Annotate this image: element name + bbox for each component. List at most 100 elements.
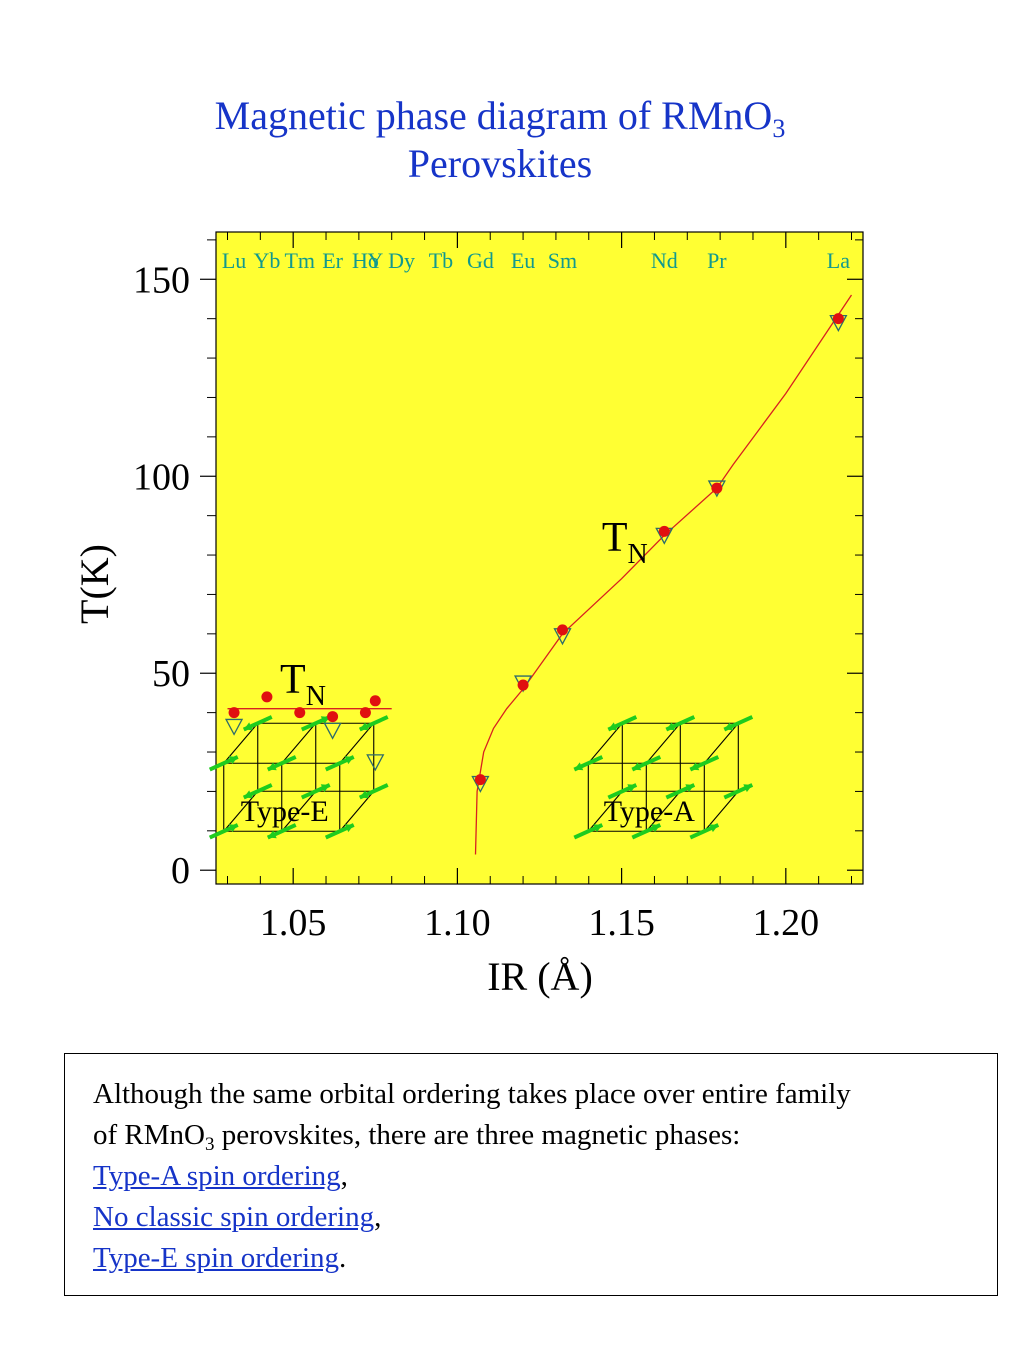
tn-annotation: TN: [280, 657, 326, 712]
note-box: Although the same orbital ordering takes…: [64, 1053, 998, 1296]
circle-marker: [556, 624, 568, 636]
element-label-er: Er: [322, 248, 343, 273]
y-tick-label: 100: [133, 456, 190, 498]
title-main-text: Magnetic phase diagram of RMnO: [214, 93, 773, 138]
spin-arrow-head: [267, 762, 277, 771]
spin-arrow-head: [724, 722, 734, 731]
element-label-nd: Nd: [651, 248, 678, 273]
phase-diagram-chart: 0 50 100 150 1.05 1.10 1.15 1.20 Lu Yb Tm Er HoY Dy T…: [72, 231, 864, 999]
tn-main: T: [280, 657, 306, 703]
element-label-dy: Dy: [388, 248, 415, 273]
element-label-ho: Ho: [352, 248, 379, 273]
x-tick-label: 1.05: [260, 902, 327, 944]
spin-arrow-head: [228, 756, 238, 765]
spin-arrow-head: [344, 824, 354, 833]
x-axis-label: IR (Å): [487, 954, 593, 999]
tn-subscript: N: [628, 539, 648, 570]
triangle-marker: [366, 754, 385, 772]
element-label-gd: Gd: [467, 248, 494, 273]
circle-marker: [294, 707, 306, 719]
spin-arrow-head: [228, 824, 238, 833]
y-axis-label: T(K): [72, 544, 117, 624]
note-line-3: Type-A spin ordering,: [93, 1156, 993, 1197]
spin-arrow-head: [593, 824, 603, 833]
circle-marker: [658, 525, 670, 537]
element-label-pr: Pr: [707, 248, 727, 273]
no-classic-link[interactable]: No classic spin ordering: [93, 1201, 375, 1233]
element-label-tb: Tb: [429, 248, 453, 273]
circle-marker: [261, 691, 273, 703]
type-a-label: Type-A: [604, 795, 696, 828]
period: .: [339, 1242, 347, 1274]
tn-annotation: TN: [602, 515, 648, 570]
spin-arrow-head: [320, 784, 330, 793]
type-e-lattice: Type-E: [208, 715, 389, 840]
spin-arrow-head: [666, 722, 676, 731]
spin-arrow-head: [574, 762, 584, 771]
type-e-label: Type-E: [241, 795, 329, 828]
note-line-5: Type-E spin ordering.: [93, 1238, 993, 1279]
element-label-yb: Yb: [253, 248, 280, 273]
axis-labels: IR (Å) T(K): [72, 544, 593, 999]
note-line-2-a: of RMnO: [93, 1119, 205, 1151]
y-tick-label: 150: [133, 259, 190, 301]
circle-marker: [832, 313, 844, 325]
spin-arrow-head: [709, 824, 719, 833]
element-label-la: La: [827, 248, 850, 273]
spin-arrow-head: [243, 790, 253, 799]
page-title: Magnetic phase diagram of RMnO3 Perovski…: [0, 92, 1000, 188]
note-subscript: 3: [204, 1134, 215, 1155]
element-label-tm: Tm: [284, 248, 315, 273]
spin-arrow-head: [685, 784, 695, 793]
plot-area: [215, 231, 864, 885]
data-markers: [224, 313, 848, 793]
element-label-lu: Lu: [222, 248, 246, 273]
spin-arrow-head: [690, 762, 700, 771]
title-subscript: 3: [772, 114, 786, 143]
title-line-2: Perovskites: [407, 141, 593, 186]
spin-arrow-head: [267, 830, 277, 839]
x-tick-label: 1.10: [424, 902, 491, 944]
tn-subscript: N: [306, 681, 326, 712]
x-tick-label: 1.20: [753, 902, 820, 944]
circle-marker: [369, 695, 381, 707]
y-tick-label: 0: [171, 850, 190, 892]
lattice-insets: Type-E Type-A: [208, 715, 754, 840]
spin-arrow-head: [344, 756, 354, 765]
triangle-marker: [323, 722, 342, 740]
element-label-y: Y: [367, 248, 383, 273]
y-tick-label: 50: [152, 653, 190, 695]
comma-1: ,: [340, 1160, 348, 1192]
lattice-edge: [281, 722, 317, 764]
spin-arrow-head: [632, 762, 642, 771]
spin-arrow-head: [608, 722, 618, 731]
circle-marker: [228, 707, 240, 719]
spin-arrow-head: [743, 784, 753, 793]
circle-marker: [327, 711, 339, 723]
type-e-link[interactable]: Type-E spin ordering: [93, 1242, 340, 1274]
element-labels: Lu Yb Tm Er HoY Dy Tb Gd Eu Sm Nd Pr La: [222, 248, 850, 273]
spin-arrow-head: [627, 784, 637, 793]
note-line-1: Although the same orbital ordering takes…: [93, 1078, 851, 1110]
spin-arrow-head: [359, 790, 369, 799]
element-label-sm: Sm: [548, 248, 577, 273]
title-line-1: Magnetic phase diagram of RMnO3: [0, 92, 1000, 143]
note-line-4: No classic spin ordering,: [93, 1197, 993, 1238]
element-label-eu: Eu: [511, 248, 535, 273]
circle-marker: [517, 679, 529, 691]
circle-marker: [359, 707, 371, 719]
spin-arrow-head: [651, 824, 661, 833]
note-line-2: of RMnO3 perovskites, there are three ma…: [93, 1115, 993, 1156]
spin-arrow-head: [359, 722, 369, 731]
comma-2: ,: [374, 1201, 382, 1233]
lattice-edge: [281, 790, 317, 832]
note-line-2-b: perovskites, there are three magnetic ph…: [214, 1119, 741, 1151]
type-a-link[interactable]: Type-A spin ordering: [93, 1160, 341, 1192]
note-text: Although the same orbital ordering takes…: [93, 1074, 993, 1279]
type-a-lattice: Type-A: [573, 715, 754, 840]
tn-main: T: [602, 515, 628, 561]
axis-ticks: 0 50 100 150 1.05 1.10 1.15 1.20: [133, 232, 863, 944]
circle-marker: [474, 774, 486, 786]
circle-marker: [711, 482, 723, 494]
